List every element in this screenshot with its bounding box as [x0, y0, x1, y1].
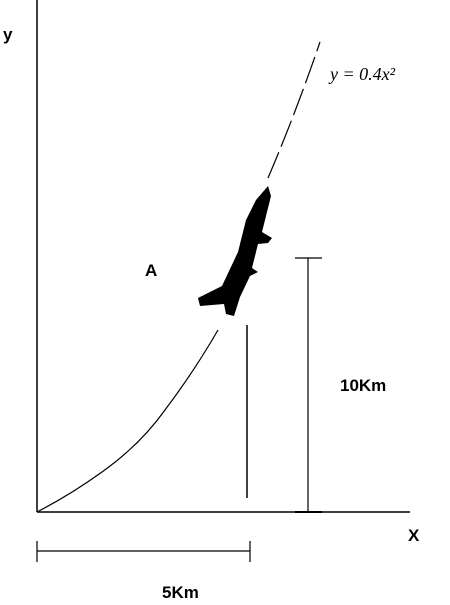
airplane — [198, 186, 272, 316]
trajectory-upper — [267, 41, 321, 179]
height-label: 10Km — [340, 376, 386, 395]
y-axis-label: y — [3, 25, 13, 44]
distance-label: 5Km — [162, 583, 199, 602]
point-label: A — [145, 261, 157, 280]
trajectory — [36, 329, 219, 513]
x-axis-label: X — [408, 526, 420, 545]
equation: y = 0.4x² — [328, 64, 396, 84]
